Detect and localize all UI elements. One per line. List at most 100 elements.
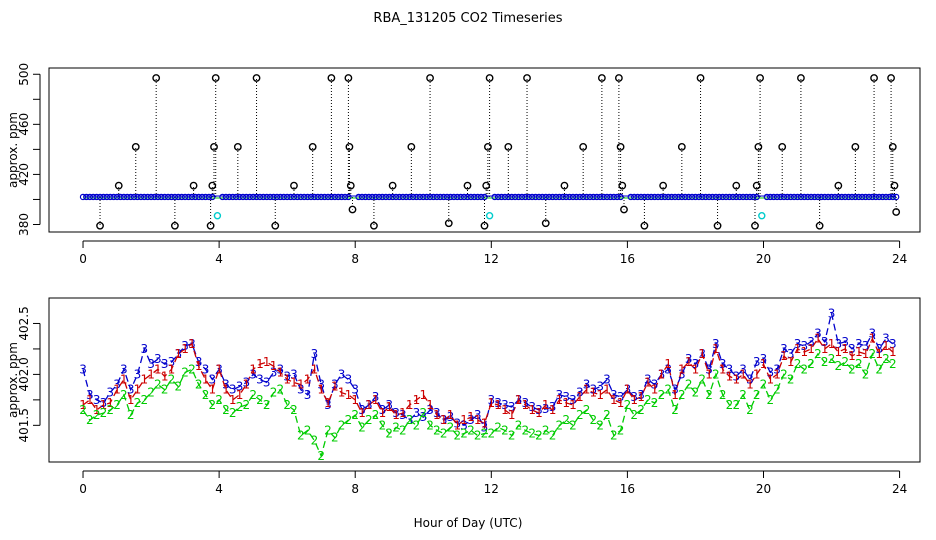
series-3-marker: 3 [256,372,264,386]
baseline-point [733,193,740,201]
series-2-marker: 2 [304,423,312,437]
baseline-point [103,193,111,201]
series-2-marker: 2 [814,347,822,361]
baseline-point [260,193,267,201]
spike-point [388,181,397,190]
series-1-marker: 1 [630,393,638,407]
spike-point [131,142,140,151]
baseline-point [457,193,464,201]
series-2-marker: 2 [515,418,523,432]
baseline-point [882,193,890,201]
series-1-marker: 1 [664,357,672,371]
baseline-point [879,193,886,201]
baseline-point [443,193,451,201]
baseline-point [617,193,624,201]
baseline-point [334,193,342,201]
spike-point [484,142,492,151]
spike-point [189,181,198,190]
baseline-point [426,193,434,201]
spike-point [370,221,378,230]
series-2-marker: 2 [787,372,795,386]
baseline-point [858,193,866,201]
series-2-marker: 2 [794,357,802,371]
series-2-marker: 2 [596,418,604,432]
baseline-point [409,193,417,201]
series-1-marker: 1 [814,332,822,346]
series-3-marker: 3 [855,337,863,351]
baseline-point [137,193,145,201]
series-2-marker: 2 [698,372,706,386]
spike-point [346,181,355,190]
series-3-marker: 3 [290,367,298,381]
series-2-marker: 2 [739,388,747,402]
baseline-point [508,193,515,201]
baseline-point [188,193,196,201]
baseline-point [144,193,151,201]
series-1-line [82,337,894,427]
series-1-marker: 1 [848,349,856,363]
series-2-marker: 2 [494,420,502,434]
baseline-point [154,193,162,201]
series-1-marker: 1 [542,398,550,412]
spike-point [233,142,242,151]
y-tick-label: 500 [17,63,31,86]
x-tick-label: 0 [79,482,87,496]
series-1-marker: 1 [562,396,570,410]
spike-point [887,74,895,82]
series-2-marker: 2 [243,398,251,412]
baseline-point [566,193,573,201]
series-1-marker: 1 [413,393,421,407]
baseline-point [498,193,505,201]
series-2-marker: 2 [79,403,87,417]
baseline-point [178,193,185,201]
baseline-point [202,193,209,201]
series-3-marker: 3 [229,383,237,397]
series-1-marker: 1 [385,400,393,414]
baseline-point [807,193,815,201]
series-1-marker: 1 [590,386,598,400]
baseline-point [175,193,182,201]
series-2-marker: 2 [426,418,434,432]
series-2-marker: 2 [351,408,359,422]
series-1-marker: 1 [270,359,278,373]
series-1-marker: 1 [678,362,686,376]
y-tick-label: 402.5 [17,306,31,340]
series-3-marker: 3 [134,367,142,381]
baseline-point [821,193,828,201]
series-1-marker: 1 [773,367,781,381]
baseline-point [338,193,345,201]
spike-point [888,142,897,151]
baseline-point [355,193,362,201]
spike-point [618,181,627,190]
spike-point [579,142,588,151]
series-1-marker: 1 [487,396,495,410]
series-3-marker: 3 [875,342,883,356]
series-3-marker: 3 [494,396,502,410]
baseline-point [195,193,202,201]
baseline-point [695,193,703,201]
baseline-point [709,193,716,201]
baseline-point [784,193,791,201]
flag-point [213,212,222,220]
baseline-point [171,193,179,201]
series-2-marker: 2 [481,426,489,440]
baseline-point [236,193,243,201]
flag-point [758,212,766,220]
series-3-marker: 3 [719,357,727,371]
baseline-point [477,193,485,201]
x-tick-label: 0 [79,252,87,266]
baseline-point [386,193,393,201]
baseline-point [872,193,879,201]
spike-point [170,221,179,230]
top-plot-frame [48,67,921,233]
series-3-marker: 3 [508,400,516,414]
baseline-point [120,193,128,201]
baseline-point [460,193,468,201]
series-3-marker: 3 [140,342,148,356]
series-2-marker: 2 [746,403,754,417]
spike-point [485,74,494,82]
series-3-marker: 3 [277,362,285,376]
series-3-marker: 3 [603,372,611,386]
series-2-marker: 2 [508,429,516,443]
